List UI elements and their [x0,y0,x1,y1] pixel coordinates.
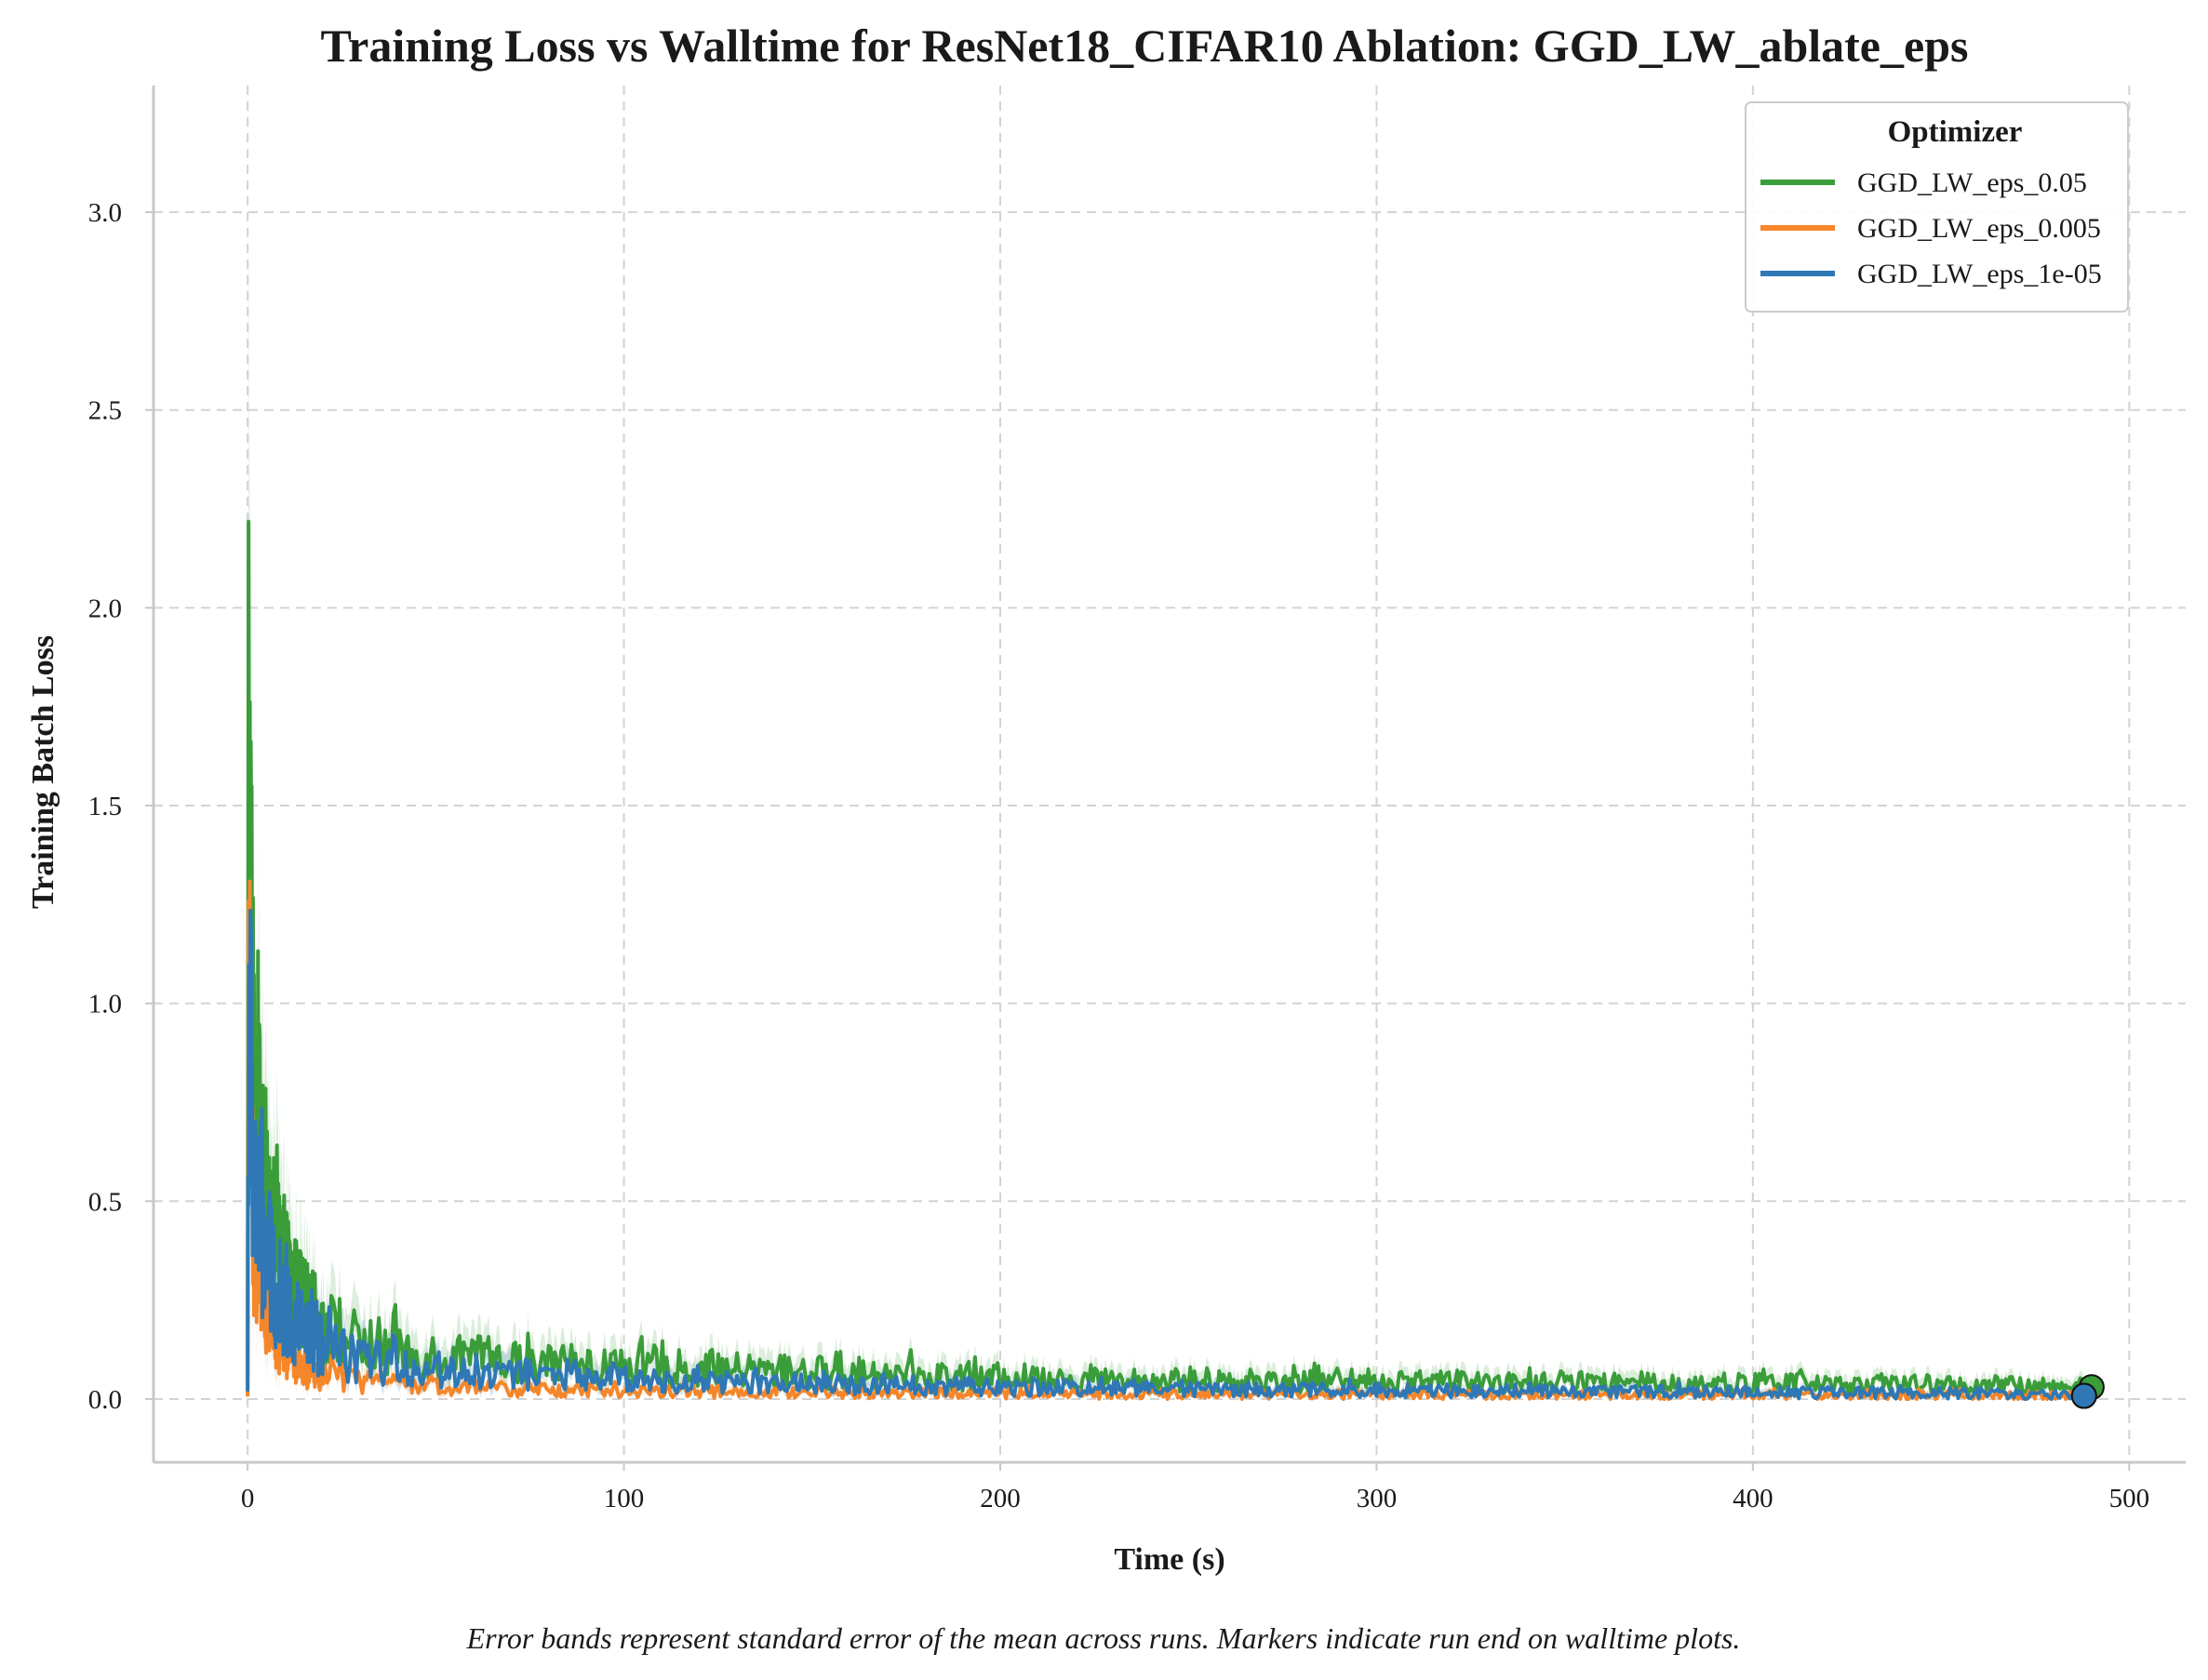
y-tick-label: 1.0 [88,990,122,1020]
x-tick-label: 200 [980,1484,1021,1513]
series-line-GGD_LW_eps_0.05 [246,519,2093,1396]
y-tick-label: 0.5 [88,1187,122,1217]
y-tick-label: 0.0 [88,1385,122,1415]
x-tick-label: 400 [1733,1484,1773,1513]
error-bands [248,194,2091,1399]
series-line-GGD_LW_eps_0.005 [246,879,2084,1401]
end-markers [2070,1374,2105,1409]
y-tick-label: 1.5 [88,792,122,821]
x-tick-label: 500 [2109,1484,2150,1513]
y-tick-label: 2.0 [88,593,122,623]
legend-label: GGD_LW_eps_0.005 [1857,213,2101,244]
error-band-GGD_LW_eps_0.05 [248,194,2091,1399]
legend-title: Optimizer [1888,115,2023,149]
y-tick-label: 2.5 [88,396,122,426]
x-tick-label: 0 [241,1484,255,1513]
axes: 0 100 200 300 400 500 0.0 0.5 1.0 1.5 2.0 2.5 3.0 [88,86,2186,1513]
legend-label: GGD_LW_eps_0.05 [1857,167,2087,198]
x-tick-label: 300 [1357,1484,1398,1513]
legend-frame [1745,101,2129,313]
x-axis-label: Time (s) [1114,1542,1224,1577]
legend-label: GGD_LW_eps_1e-05 [1857,259,2102,289]
y-axis-label: Training Batch Loss [26,635,60,909]
caption: Error bands represent standard error of … [466,1621,1741,1655]
error-band-GGD_LW_eps_1e-05 [248,734,2082,1399]
x-tick-label: 100 [604,1484,645,1513]
legend: Optimizer GGD_LW_eps_0.05 GGD_LW_eps_0.00… [1745,101,2129,313]
series-lines [246,519,2093,1401]
y-tick-label: 3.0 [88,198,122,228]
chart-title: Training Loss vs Walltime for ResNet18_C… [321,20,1969,72]
end-marker-GGD_LW_eps_1e-05 [2070,1382,2097,1409]
series-line-GGD_LW_eps_1e-05 [246,909,2084,1401]
error-band-GGD_LW_eps_0.005 [248,713,2082,1399]
